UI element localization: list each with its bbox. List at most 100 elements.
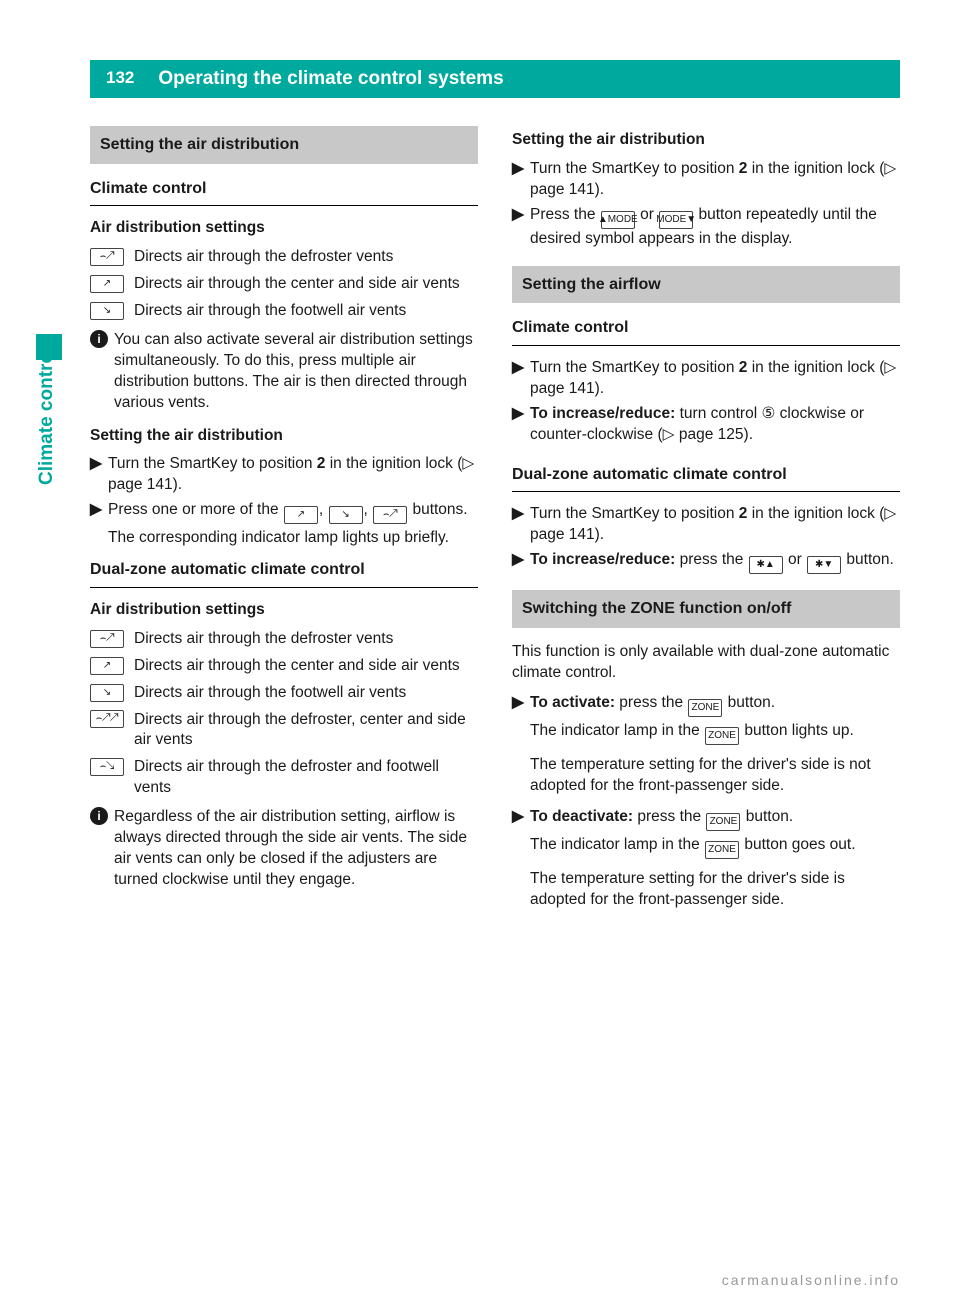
step-text: To increase/reduce: turn control ⑤ clock…: [530, 404, 900, 446]
step-marker-icon: ▶: [90, 455, 102, 472]
step-text: Turn the SmartKey to position 2 in the i…: [530, 358, 900, 400]
setting-text: Directs air through the defroster vents: [134, 629, 478, 650]
fan-down-icon: ✱▼: [807, 556, 841, 574]
paragraph-heading: Setting the air distribution: [90, 426, 478, 447]
step-marker-icon: ▶: [512, 405, 524, 422]
setting-text: Directs air through the center and side …: [134, 274, 478, 295]
step-text: To activate: press the ZONE button.: [530, 693, 900, 717]
manual-page: 132 Operating the climate control system…: [0, 0, 960, 1302]
section-heading: Switching the ZONE function on/off: [512, 590, 900, 628]
info-note: i Regardless of the air distribution set…: [90, 807, 478, 891]
left-column: Setting the air distribution Climate con…: [90, 122, 478, 921]
defrost-icon: ⌢↗: [90, 630, 124, 648]
setting-row: ↗ Directs air through the center and sid…: [90, 274, 478, 295]
step-row: ▶ To deactivate: press the ZONE button.: [512, 807, 900, 831]
mode-down-icon: MODE▼: [659, 211, 693, 229]
setting-text: Directs air through the footwell air ven…: [134, 301, 478, 322]
step-text: Press one or more of the ↗, ↘, ⌢↗ button…: [108, 500, 478, 524]
subsection-heading: Dual-zone automatic climate control: [512, 464, 900, 493]
setting-text: Directs air through the defroster and fo…: [134, 757, 478, 799]
step-follow-text: The corresponding indicator lamp lights …: [108, 528, 478, 549]
right-column: Setting the air distribution ▶ Turn the …: [512, 122, 900, 921]
step-text: Turn the SmartKey to position 2 in the i…: [530, 504, 900, 546]
xref-icon: ▷: [884, 505, 896, 522]
footwell-icon: ↘: [329, 506, 363, 524]
info-icon: i: [90, 807, 108, 825]
setting-row: ↘ Directs air through the footwell air v…: [90, 301, 478, 322]
watermark: carmanualsonline.info: [722, 1272, 900, 1288]
chapter-title: Operating the climate control systems: [144, 60, 900, 98]
step-follow-text: The indicator lamp in the ZONE button go…: [530, 835, 900, 859]
center-vent-icon: ↗: [90, 275, 124, 293]
defrost-footwell-icon: ⌢↘: [90, 758, 124, 776]
center-vent-icon: ↗: [284, 506, 318, 524]
setting-row: ↘ Directs air through the footwell air v…: [90, 683, 478, 704]
zone-icon: ZONE: [705, 727, 739, 745]
setting-row: ⌢↘ Directs air through the defroster and…: [90, 757, 478, 799]
step-row: ▶ To increase/reduce: press the ✱▲ or ✱▼…: [512, 550, 900, 574]
xref-icon: ▷: [884, 359, 896, 376]
step-row: ▶ Turn the SmartKey to position 2 in the…: [512, 504, 900, 546]
setting-text: Directs air through the defroster, cente…: [134, 710, 478, 752]
subsection-heading: Climate control: [512, 317, 900, 346]
step-marker-icon: ▶: [512, 505, 524, 522]
paragraph-heading: Setting the air distribution: [512, 130, 900, 151]
circled-five-icon: ⑤: [761, 405, 775, 422]
defrost-icon: ⌢↗: [90, 248, 124, 266]
step-follow-text: The temperature setting for the driver's…: [530, 869, 900, 911]
step-row: ▶ Press the ▲MODE or MODE▼ button repeat…: [512, 205, 900, 250]
subsection-heading: Climate control: [90, 178, 478, 207]
section-heading: Setting the air distribution: [90, 126, 478, 164]
fan-up-icon: ✱▲: [749, 556, 783, 574]
defrost-icon: ⌢↗: [373, 506, 407, 524]
xref-icon: ▷: [663, 426, 675, 443]
setting-row: ⌢↗ Directs air through the defroster ven…: [90, 247, 478, 268]
step-follow-text: The indicator lamp in the ZONE button li…: [530, 721, 900, 745]
step-marker-icon: ▶: [512, 694, 524, 711]
step-row: ▶ To activate: press the ZONE button.: [512, 693, 900, 717]
step-text: Turn the SmartKey to position 2 in the i…: [108, 454, 478, 496]
intro-text: This function is only available with dua…: [512, 642, 900, 684]
paragraph-heading: Air distribution settings: [90, 218, 478, 239]
xref-icon: ▷: [462, 455, 474, 472]
step-marker-icon: ▶: [512, 359, 524, 376]
info-text: You can also activate several air distri…: [114, 330, 478, 414]
step-marker-icon: ▶: [90, 501, 102, 518]
page-number: 132: [90, 60, 144, 98]
step-row: ▶ Turn the SmartKey to position 2 in the…: [512, 159, 900, 201]
setting-text: Directs air through the footwell air ven…: [134, 683, 478, 704]
step-text: To deactivate: press the ZONE button.: [530, 807, 900, 831]
section-heading: Setting the airflow: [512, 266, 900, 304]
step-row: ▶ Turn the SmartKey to position 2 in the…: [512, 358, 900, 400]
paragraph-heading: Air distribution settings: [90, 600, 478, 621]
step-marker-icon: ▶: [512, 160, 524, 177]
step-row: ▶ Press one or more of the ↗, ↘, ⌢↗ butt…: [90, 500, 478, 524]
step-text: To increase/reduce: press the ✱▲ or ✱▼ b…: [530, 550, 900, 574]
info-text: Regardless of the air distribution setti…: [114, 807, 478, 891]
page-header: 132 Operating the climate control system…: [90, 60, 900, 98]
footwell-icon: ↘: [90, 684, 124, 702]
center-vent-icon: ↗: [90, 657, 124, 675]
setting-row: ↗ Directs air through the center and sid…: [90, 656, 478, 677]
step-follow-text: The temperature setting for the driver's…: [530, 755, 900, 797]
step-row: ▶ Turn the SmartKey to position 2 in the…: [90, 454, 478, 496]
step-text: Turn the SmartKey to position 2 in the i…: [530, 159, 900, 201]
step-row: ▶ To increase/reduce: turn control ⑤ clo…: [512, 404, 900, 446]
mode-up-icon: ▲MODE: [601, 211, 635, 229]
footwell-icon: ↘: [90, 302, 124, 320]
side-tab-label: Climate control: [36, 347, 58, 485]
zone-icon: ZONE: [706, 813, 740, 831]
defrost-center-icon: ⌢↗↗: [90, 710, 124, 728]
setting-row: ⌢↗↗ Directs air through the defroster, c…: [90, 710, 478, 752]
step-marker-icon: ▶: [512, 808, 524, 825]
step-text: Press the ▲MODE or MODE▼ button repeated…: [530, 205, 900, 250]
zone-icon: ZONE: [688, 699, 722, 717]
setting-text: Directs air through the defroster vents: [134, 247, 478, 268]
xref-icon: ▷: [884, 160, 896, 177]
info-note: i You can also activate several air dist…: [90, 330, 478, 414]
setting-text: Directs air through the center and side …: [134, 656, 478, 677]
setting-row: ⌢↗ Directs air through the defroster ven…: [90, 629, 478, 650]
step-marker-icon: ▶: [512, 551, 524, 568]
step-marker-icon: ▶: [512, 206, 524, 223]
info-icon: i: [90, 330, 108, 348]
